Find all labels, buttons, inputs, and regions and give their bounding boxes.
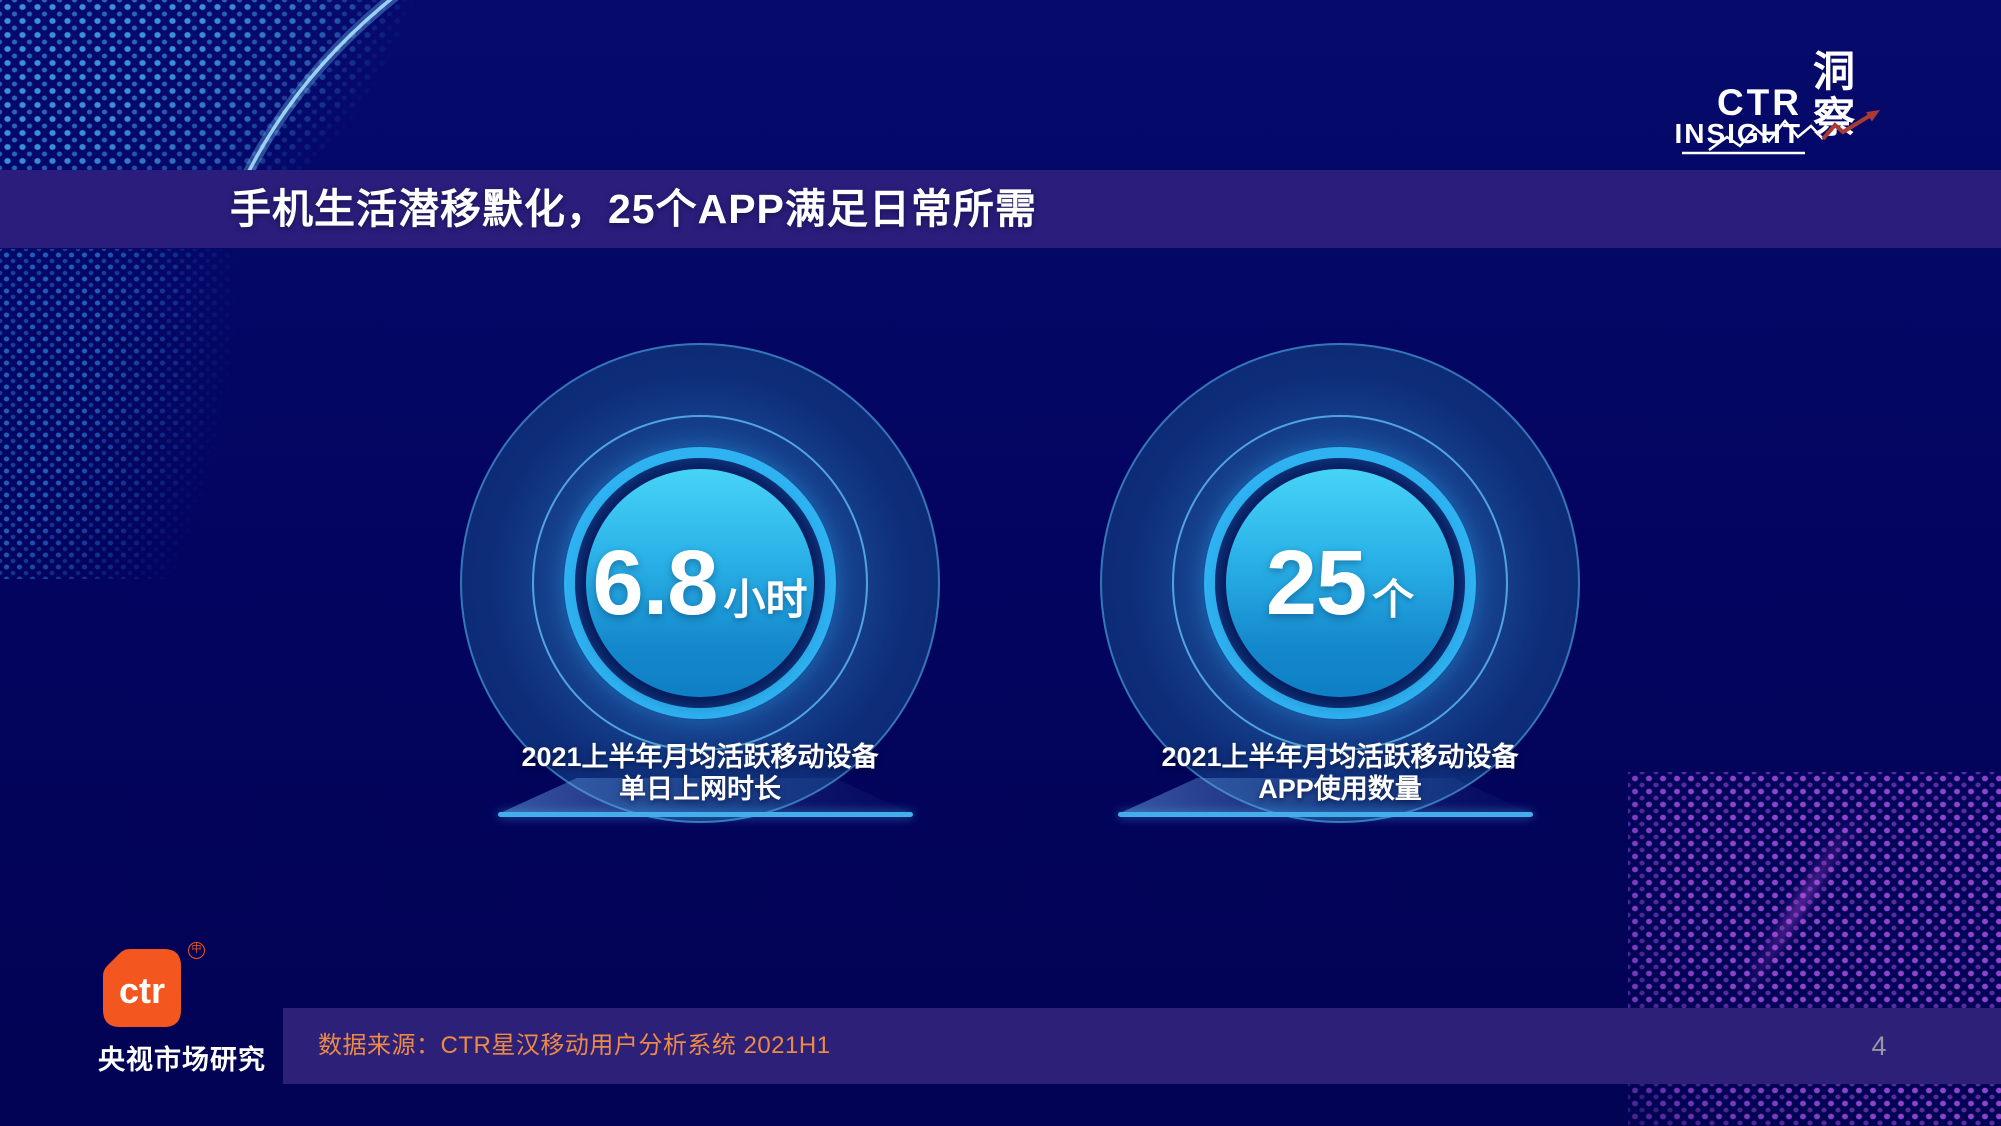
ctr-logo-text: ctr (119, 970, 165, 1011)
middle-ring (532, 415, 868, 751)
halftone-dots-top-left (0, 0, 470, 172)
stat-caption-app-count: 2021上半年月均活跃移动设备 APP使用数量 (1100, 741, 1580, 805)
stat-caption-line1: 2021上半年月均活跃移动设备 (1161, 742, 1519, 772)
stat-group-online-time: 6.8 小时 (460, 343, 940, 823)
stat-value-row: 6.8 小时 (593, 531, 808, 636)
stat-group-app-count: 25 个 (1100, 343, 1580, 823)
insight-cn-characters: 洞 察 (1806, 50, 1862, 142)
stat-caption-online-time: 2021上半年月均活跃移动设备 单日上网时长 (460, 741, 940, 805)
registered-mark: 中 (188, 942, 205, 959)
data-source-note: 数据来源：CTR星汉移动用户分析系统 2021H1 (318, 1032, 831, 1059)
footer-bar: 数据来源：CTR星汉移动用户分析系统 2021H1 4 (283, 1008, 2001, 1084)
ctr-logo: ctr (103, 949, 181, 1027)
company-name: 央视市场研究 (98, 1045, 266, 1075)
stat-value-row: 25 个 (1266, 531, 1414, 636)
stat-unit: 个 (1372, 575, 1415, 623)
trend-arrow-icon (1682, 110, 1880, 155)
accent-ring (1204, 447, 1476, 719)
ctr-logo-block: ctr 中 央视市场研究 (98, 942, 280, 1116)
stat-value: 25 (1265, 531, 1367, 634)
pedestal-base-line (1118, 812, 1533, 817)
page-number: 4 (1871, 1031, 1887, 1061)
title-bar: 手机生活潜移默化，25个APP满足日常所需 (0, 170, 2001, 248)
stat-unit: 小时 (723, 575, 808, 623)
insight-cn-top: 洞 (1812, 50, 1855, 96)
stat-circle: 6.8 小时 (586, 469, 814, 697)
page-title: 手机生活潜移默化，25个APP满足日常所需 (230, 186, 1037, 232)
stat-value: 6.8 (592, 531, 719, 634)
halftone-dots-left (0, 249, 255, 579)
ctr-wordmark: CTR (1716, 82, 1802, 123)
pedestal-shape (498, 778, 913, 814)
light-arc-top-left (242, 0, 399, 178)
pedestal-base-line (498, 812, 913, 817)
stat-caption-line2: APP使用数量 (1258, 774, 1422, 804)
stat-caption-line1: 2021上半年月均活跃移动设备 (521, 742, 879, 772)
accent-ring (564, 447, 836, 719)
stat-caption-line2: 单日上网时长 (619, 774, 781, 804)
middle-ring (1172, 415, 1508, 751)
stat-circle: 25 个 (1226, 469, 1454, 697)
pedestal-shape (1118, 778, 1533, 814)
